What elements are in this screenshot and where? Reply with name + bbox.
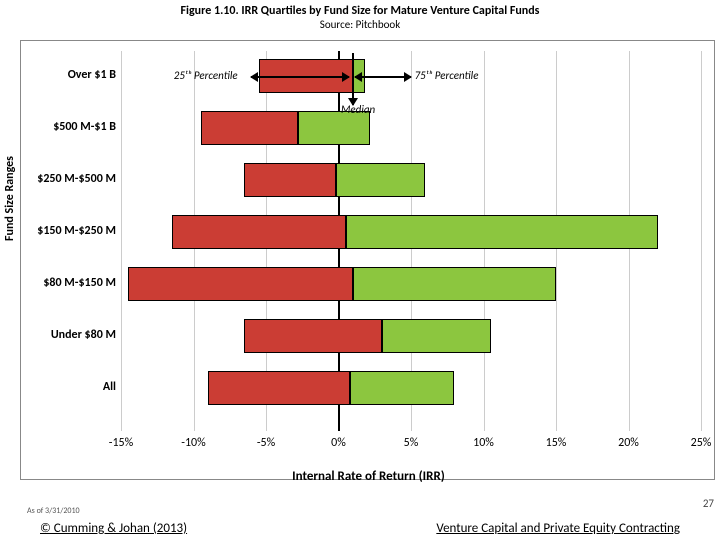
- x-tick-label: -5%: [257, 436, 275, 450]
- footer-title: Venture Capital and Private Equity Contr…: [436, 521, 680, 536]
- bar-row: [121, 215, 701, 249]
- y-axis-title: Fund Size Ranges: [3, 156, 17, 241]
- bar-row: [121, 319, 701, 353]
- bar-row: [121, 267, 701, 301]
- category-label: $500 M-$1 B: [21, 120, 116, 134]
- annotation-p25: 25ᵗʰ Percentile: [174, 69, 238, 82]
- figure-subtitle: Source: Pitchbook: [0, 18, 720, 31]
- bar-segment-median-p75: [346, 215, 658, 249]
- bar-segment-p25-median: [244, 163, 335, 197]
- category-label: Over $1 B: [21, 68, 116, 82]
- category-label: $150 M-$250 M: [21, 224, 116, 238]
- title-block: Figure 1.10. IRR Quartiles by Fund Size …: [0, 0, 720, 31]
- bar-segment-p25-median: [208, 371, 350, 405]
- footer: © Cumming & Johan (2013) Venture Capital…: [0, 512, 720, 540]
- arrow-p25: [251, 76, 349, 78]
- bar-segment-p25-median: [201, 111, 298, 145]
- x-tick-label: 0%: [331, 436, 346, 450]
- slide-page: { "title": "Figure 1.10. IRR Quartiles b…: [0, 0, 720, 540]
- x-tick-label: 25%: [691, 436, 712, 450]
- x-tick-label: 20%: [618, 436, 639, 450]
- plot-area: Over $1 B$500 M-$1 B$250 M-$500 M$150 M-…: [121, 51, 701, 431]
- x-axis-title: Internal Rate of Return (IRR): [21, 469, 716, 484]
- x-tick-label: 15%: [546, 436, 567, 450]
- bar-segment-p25-median: [128, 267, 353, 301]
- chart-container: Fund Size Ranges Over $1 B$500 M-$1 B$25…: [20, 40, 715, 480]
- category-label: $250 M-$500 M: [21, 172, 116, 186]
- bar-segment-p25-median: [244, 319, 382, 353]
- category-label: All: [21, 380, 116, 394]
- page-number: 27: [703, 497, 714, 510]
- bar-segment-median-p75: [353, 267, 556, 301]
- bar-row: [121, 371, 701, 405]
- annotation-median: Median: [341, 103, 375, 116]
- bar-row: [121, 163, 701, 197]
- category-label: Under $80 M: [21, 328, 116, 342]
- x-tick-label: -10%: [181, 436, 205, 450]
- bar-segment-median-p75: [298, 111, 371, 145]
- grid-line: [701, 51, 702, 431]
- figure-title: Figure 1.10. IRR Quartiles by Fund Size …: [0, 4, 720, 18]
- annotation-p75: 75ᵗʰ Percentile: [415, 69, 479, 82]
- bar-segment-median-p75: [382, 319, 491, 353]
- x-tick-label: 5%: [404, 436, 419, 450]
- bar-segment-median-p75: [336, 163, 426, 197]
- x-tick-label: -15%: [109, 436, 133, 450]
- bar-segment-p25-median: [172, 215, 346, 249]
- bar-row: [121, 111, 701, 145]
- footer-copyright: © Cumming & Johan (2013): [40, 521, 187, 536]
- arrow-p75: [355, 76, 411, 78]
- bar-segment-median-p75: [350, 371, 454, 405]
- arrow-median: [352, 53, 354, 105]
- category-label: $80 M-$150 M: [21, 276, 116, 290]
- x-tick-label: 10%: [473, 436, 494, 450]
